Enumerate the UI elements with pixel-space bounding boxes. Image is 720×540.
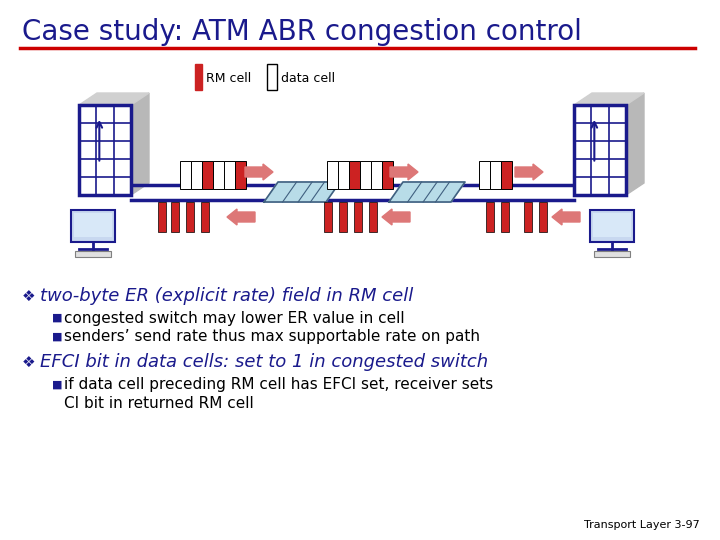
FancyArrow shape <box>382 209 410 225</box>
Text: ❖: ❖ <box>22 354 35 369</box>
Bar <box>338 161 349 189</box>
Bar <box>201 202 209 232</box>
Polygon shape <box>389 182 465 202</box>
Polygon shape <box>79 93 149 105</box>
Bar <box>202 161 213 189</box>
Bar <box>593 213 631 237</box>
Bar <box>349 161 360 189</box>
Bar <box>371 161 382 189</box>
FancyArrow shape <box>515 164 543 180</box>
Bar <box>171 202 179 232</box>
Bar <box>524 202 532 232</box>
Bar <box>79 105 131 195</box>
Text: Case study: ATM ABR congestion control: Case study: ATM ABR congestion control <box>22 18 582 46</box>
Polygon shape <box>626 93 644 195</box>
Bar <box>191 161 202 189</box>
FancyArrow shape <box>227 209 255 225</box>
Polygon shape <box>131 93 149 195</box>
Bar <box>594 251 630 257</box>
Bar <box>71 210 115 242</box>
Text: ■: ■ <box>52 332 63 342</box>
Text: if data cell preceding RM cell has EFCI set, receiver sets: if data cell preceding RM cell has EFCI … <box>64 377 493 393</box>
Bar <box>369 202 377 232</box>
Text: CI bit in returned RM cell: CI bit in returned RM cell <box>64 395 253 410</box>
Bar <box>186 202 194 232</box>
Text: ■: ■ <box>52 313 63 323</box>
Bar <box>539 202 547 232</box>
Text: senders’ send rate thus max supportable rate on path: senders’ send rate thus max supportable … <box>64 329 480 345</box>
Bar <box>490 161 500 189</box>
Bar <box>75 251 111 257</box>
FancyArrow shape <box>245 164 273 180</box>
Text: two-byte ER (explicit rate) field in RM cell: two-byte ER (explicit rate) field in RM … <box>40 287 413 305</box>
Bar <box>235 161 246 189</box>
Bar <box>382 161 393 189</box>
Text: congested switch may lower ER value in cell: congested switch may lower ER value in c… <box>64 310 405 326</box>
Bar <box>195 64 202 90</box>
Bar <box>213 161 224 189</box>
Bar <box>479 161 490 189</box>
Bar <box>224 161 235 189</box>
FancyArrow shape <box>390 164 418 180</box>
Polygon shape <box>574 93 644 105</box>
Bar <box>74 213 112 237</box>
Bar <box>501 202 509 232</box>
Bar <box>158 202 166 232</box>
Bar <box>339 202 347 232</box>
Bar <box>500 161 511 189</box>
Text: ❖: ❖ <box>22 288 35 303</box>
Bar <box>590 210 634 242</box>
Bar <box>324 202 332 232</box>
Bar <box>267 64 277 90</box>
Text: Transport Layer 3-97: Transport Layer 3-97 <box>584 520 700 530</box>
Polygon shape <box>264 182 340 202</box>
Bar <box>354 202 362 232</box>
Text: RM cell: RM cell <box>206 71 251 84</box>
Text: ■: ■ <box>52 380 63 390</box>
Bar <box>360 161 371 189</box>
Bar <box>574 105 626 195</box>
Bar <box>327 161 338 189</box>
FancyArrow shape <box>552 209 580 225</box>
Bar <box>486 202 494 232</box>
Text: data cell: data cell <box>281 71 335 84</box>
Bar <box>180 161 191 189</box>
Text: EFCI bit in data cells: set to 1 in congested switch: EFCI bit in data cells: set to 1 in cong… <box>40 353 488 371</box>
